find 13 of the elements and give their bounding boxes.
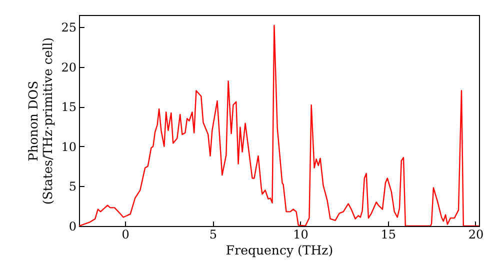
x-axis-title: Frequency (THz) [226,242,334,258]
y-tick-label: 10 [61,140,76,154]
y-tick-label: 25 [61,20,76,34]
x-tick-label: 15 [380,228,396,242]
y-tick-label: 5 [68,180,76,194]
x-tick-label: 20 [468,228,484,242]
x-tick-label: 5 [209,228,218,242]
x-tick-label: 10 [293,228,308,242]
y-tick-label: 15 [61,100,76,114]
x-tick-label: 0 [122,228,130,242]
line-series [79,24,479,226]
y-axis-title: Phonon DOS (States/THz·primitive cell) [26,37,56,205]
y-tick-label: 20 [61,60,76,74]
